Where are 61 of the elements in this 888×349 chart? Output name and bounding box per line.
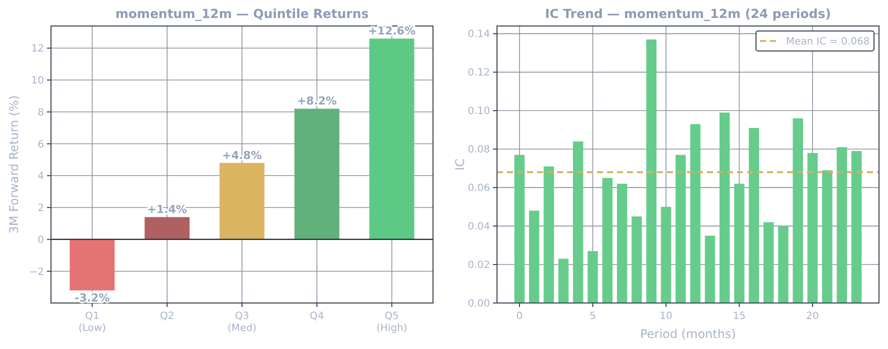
bar	[220, 162, 264, 240]
bar	[676, 154, 686, 303]
y-tick-label: 0.02	[468, 260, 490, 272]
bar	[734, 184, 744, 303]
y-tick-label: 0.04	[468, 222, 490, 233]
x-tick-label: 15	[732, 311, 746, 322]
x-tick-label: Q3 (Med)	[228, 311, 257, 334]
x-tick-label: 10	[660, 311, 672, 322]
bar	[544, 166, 554, 303]
bar	[704, 236, 716, 303]
bar	[646, 39, 656, 303]
bar	[558, 258, 569, 303]
bar	[369, 38, 414, 240]
bar	[690, 124, 700, 303]
chart-title: momentum_12m — Quintile Returns	[115, 6, 369, 21]
bar	[778, 226, 788, 303]
bar	[660, 206, 672, 303]
bar	[70, 239, 115, 290]
bar	[616, 184, 628, 303]
y-tick-label: 6	[38, 139, 44, 150]
y-tick-label: 0.08	[468, 144, 490, 156]
bar	[720, 112, 730, 303]
y-tick-label: 8	[38, 107, 44, 118]
bar	[632, 216, 642, 303]
y-tick-label: 10	[31, 76, 44, 87]
bar	[763, 222, 774, 303]
y-axis-title: 3M Forward Return (%)	[7, 95, 21, 234]
x-tick-label: Q4	[310, 311, 324, 322]
bar	[602, 178, 613, 303]
y-tick-label: 4	[38, 171, 44, 182]
y-tick-label: 0	[38, 234, 44, 246]
y-tick-label: 0.00	[468, 298, 490, 310]
bar	[807, 152, 818, 303]
y-tick-label: 0.06	[468, 183, 490, 194]
bar	[144, 217, 190, 240]
legend-label: Mean IC = 0.068	[786, 36, 870, 48]
bar	[572, 141, 584, 303]
y-tick-label: 0.14	[468, 29, 490, 40]
x-tick-label: Q1 (Low)	[78, 311, 106, 334]
y-tick-label: −2	[29, 266, 44, 278]
y-axis-title: IC	[453, 158, 467, 170]
x-axis-title: Period (months)	[640, 327, 736, 341]
y-tick-label: 12	[31, 44, 44, 55]
bar	[851, 151, 862, 303]
x-tick-label: Q2	[160, 311, 174, 322]
bar	[529, 210, 540, 303]
bar	[822, 170, 832, 303]
x-tick-label: Q5 (High)	[376, 311, 408, 334]
bar	[792, 118, 804, 303]
bar	[514, 154, 525, 303]
x-tick-label: 5	[590, 311, 596, 322]
chart-title: IC Trend — momentum_12m (24 periods)	[545, 6, 831, 21]
bar	[294, 108, 340, 240]
y-tick-label: 0.12	[468, 68, 490, 79]
bar	[836, 147, 847, 303]
x-tick-label: 0	[516, 311, 523, 322]
bar	[588, 251, 598, 303]
y-tick-label: 2	[38, 203, 44, 214]
x-tick-label: 20	[806, 311, 819, 322]
y-tick-label: 0.10	[468, 106, 490, 118]
bar	[748, 128, 760, 303]
